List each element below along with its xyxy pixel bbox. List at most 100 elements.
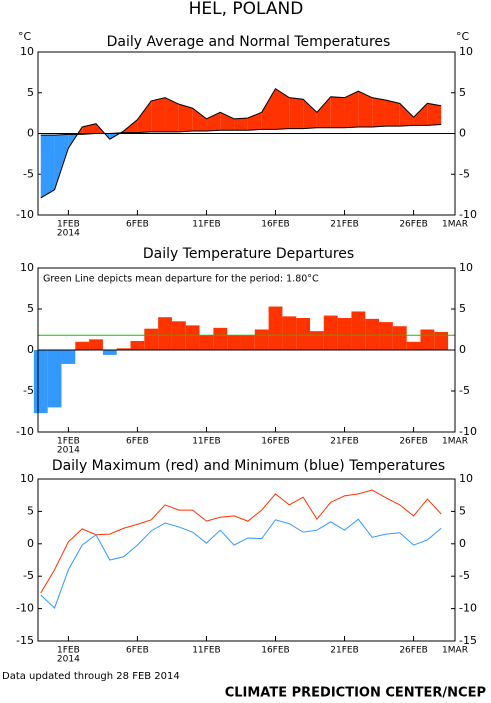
x-tick-label: 21FEB [330,437,359,447]
x-year-label: 2014 [57,655,80,665]
area-fill [206,112,221,132]
y-tick-label-right: -5 [459,167,470,180]
bar [61,350,76,364]
x-tick-label: 1FEB [57,646,80,656]
area-fill [358,91,373,127]
y-tick-label: 10 [20,261,34,274]
x-tick-label: 6FEB [126,646,149,656]
data-line [40,87,442,199]
x-tick-label: 26FEB [399,220,428,230]
bar [296,318,311,350]
area-fill [151,97,166,132]
y-tick-label: 10 [20,472,34,485]
y-tick-label: -15 [16,634,34,647]
bar [33,350,48,414]
y-tick-label: 0 [27,537,34,550]
x-tick-label: 11FEB [192,220,221,230]
area-fill [399,103,414,127]
x-year-label: 2014 [57,229,80,239]
bar [130,340,145,350]
area-fill [261,88,276,130]
chart-title: Daily Maximum (red) and Minimum (blue) T… [52,458,445,474]
area-fill [137,100,152,133]
bar [392,326,407,350]
bar [323,315,338,350]
bar [282,316,297,350]
updated-note: Data updated through 28 FEB 2014 [2,671,180,682]
data-line [40,518,442,609]
y-tick-label-right: 0 [459,537,466,550]
bar [89,339,103,350]
x-tick-label: 11FEB [192,646,221,656]
x-tick-label: 26FEB [399,646,428,656]
area-fill [330,96,345,128]
bar [434,331,449,350]
x-tick-label: 6FEB [126,220,149,230]
y-tick-label-right: 10 [459,45,473,58]
bar [116,348,131,350]
y-tick-label: -5 [23,167,34,180]
bar [351,311,366,350]
y-tick-label: -10 [16,602,34,615]
bar [379,322,393,350]
bar [268,306,283,350]
data-line [40,489,442,594]
x-tick-label: 1MAR [442,220,468,230]
y-tick-label-right: 5 [459,302,466,315]
credit: CLIMATE PREDICTION CENTER/NCEP [225,686,486,701]
plot-frame [37,267,456,433]
x-tick-label: 16FEB [261,437,290,447]
y-tick-label-right: 5 [459,86,466,99]
bar [406,341,421,350]
area-fill [427,103,442,126]
bar [75,341,90,350]
area-fill [220,112,235,131]
x-tick-label: 16FEB [261,220,290,230]
annotation: Green Line depicts mean departure for th… [43,274,319,285]
area-fill [192,108,207,132]
x-tick-label: 11FEB [192,437,221,447]
bar [254,329,269,350]
plot-frame [37,51,456,216]
unit-right: °C [456,30,470,43]
area-fill [372,97,386,127]
x-tick-label: 21FEB [330,220,359,230]
x-tick-label: 1FEB [57,220,80,230]
area-fill [165,97,179,132]
y-tick-label-right: -5 [459,384,470,397]
bar [365,318,380,350]
area-fill [275,88,290,130]
area-fill [289,97,304,129]
x-tick-label: 16FEB [261,646,290,656]
x-tick-label: 1MAR [442,437,468,447]
y-tick-label: 5 [27,504,34,517]
bar [199,335,214,350]
chart-title: Daily Temperature Departures [143,246,354,262]
unit-left: °C [18,30,32,43]
y-tick-label: -10 [16,208,34,221]
y-tick-label: 5 [27,302,34,315]
y-tick-label: 0 [27,127,34,140]
y-tick-label: -5 [23,384,34,397]
x-tick-label: 21FEB [330,646,359,656]
y-tick-label-right: 0 [459,127,466,140]
station-title: HEL, POLAND [189,0,304,19]
y-tick-label: -10 [16,425,34,438]
area-fill [344,91,359,128]
y-tick-label: 5 [27,86,34,99]
x-tick-label: 26FEB [399,437,428,447]
bar [227,335,241,350]
bar [185,325,200,350]
area-fill [234,118,248,131]
x-year-label: 2014 [57,446,80,456]
x-tick-label: 6FEB [126,437,149,447]
x-tick-label: 1MAR [442,646,468,656]
y-tick-label-right: 10 [459,472,473,485]
bar [337,318,352,350]
bar [47,350,62,408]
area-fill [178,104,193,132]
x-tick-label: 1FEB [57,437,80,447]
area-fill [303,99,317,129]
y-tick-label-right: 10 [459,261,473,274]
